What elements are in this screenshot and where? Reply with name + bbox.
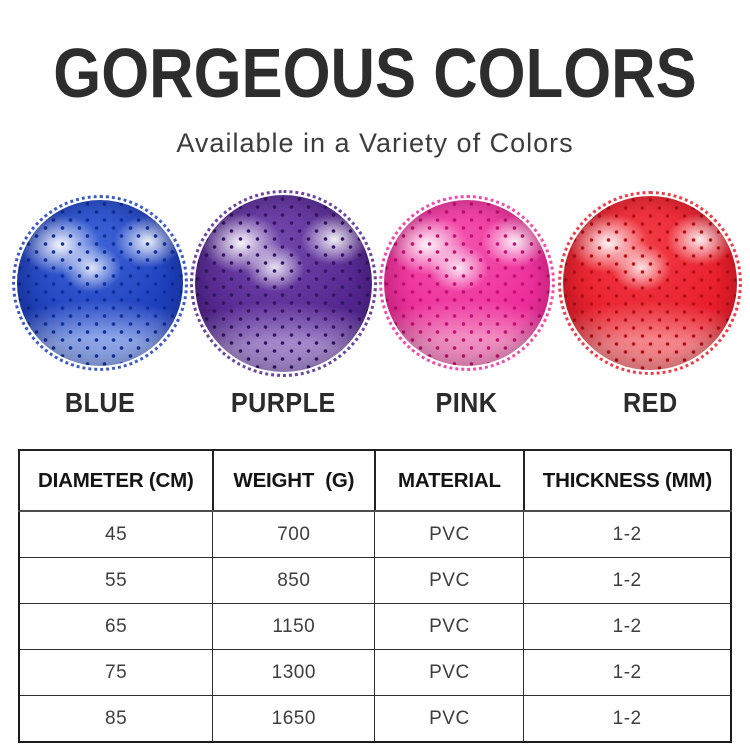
variant-purple: PURPLE — [189, 189, 377, 419]
col-header-diameter: DIAMETER (CM) — [18, 449, 214, 512]
table-cell: 1650 — [212, 695, 376, 743]
col-header-weight: WEIGHT (G) — [211, 449, 376, 512]
variant-red: RED — [558, 191, 743, 419]
table-row: 85 1650 PVC 1-2 — [18, 695, 732, 743]
variant-label-red: RED — [622, 387, 678, 418]
header: GORGEOUS COLORS Available in a Variety o… — [0, 0, 750, 159]
red-massage-ball-image — [558, 191, 743, 375]
table-cell: 1150 — [212, 603, 376, 650]
table-cell: 1-2 — [523, 510, 732, 558]
ball-image-wrap — [378, 193, 555, 373]
table-row: 75 1300 PVC 1-2 — [18, 649, 732, 696]
table-cell: 1-2 — [523, 649, 732, 696]
table-cell: PVC — [374, 649, 525, 696]
table-cell: 85 — [18, 695, 214, 743]
table-cell: 65 — [18, 603, 214, 650]
col-header-thickness: THICKNESS (MM) — [522, 449, 733, 512]
table-cell: PVC — [374, 557, 525, 604]
table-row: 55 850 PVC 1-2 — [18, 557, 732, 604]
table-cell: PVC — [374, 510, 525, 558]
page-title: GORGEOUS COLORS — [53, 34, 697, 112]
spec-table: DIAMETER (CM) WEIGHT (G) MATERIAL THICKN… — [18, 449, 733, 743]
variant-blue: BLUE — [8, 193, 192, 419]
table-row: 45 700 PVC 1-2 — [18, 510, 732, 558]
variant-pink: PINK — [375, 193, 559, 419]
table-cell: 55 — [18, 557, 214, 604]
table-cell: 75 — [18, 649, 214, 696]
table-cell: PVC — [374, 603, 525, 650]
ball-image-wrap — [11, 193, 188, 373]
table-cell: 1-2 — [523, 603, 732, 650]
table-cell: PVC — [374, 695, 525, 743]
blue-massage-ball-image — [11, 195, 188, 371]
col-header-material: MATERIAL — [373, 449, 525, 512]
table-cell: 700 — [212, 510, 376, 558]
table-cell: 850 — [212, 557, 376, 604]
purple-massage-ball-image — [189, 189, 377, 377]
spec-table-header-row: DIAMETER (CM) WEIGHT (G) MATERIAL THICKN… — [18, 449, 733, 512]
variant-label-purple: PURPLE — [230, 387, 336, 418]
table-cell: 1-2 — [523, 557, 732, 604]
ball-image-wrap — [189, 189, 377, 377]
variant-label-blue: BLUE — [64, 387, 135, 418]
table-cell: 1300 — [212, 649, 376, 696]
table-row: 65 1150 PVC 1-2 — [18, 603, 732, 650]
variant-label-pink: PINK — [435, 387, 498, 418]
color-variants-row: BLUE PURPLE PINK RED — [0, 189, 750, 419]
page-subtitle: Available in a Variety of Colors — [176, 128, 574, 158]
table-cell: 45 — [18, 510, 214, 558]
table-cell: 1-2 — [523, 695, 732, 743]
pink-massage-ball-image — [378, 195, 555, 371]
ball-image-wrap — [558, 191, 743, 375]
